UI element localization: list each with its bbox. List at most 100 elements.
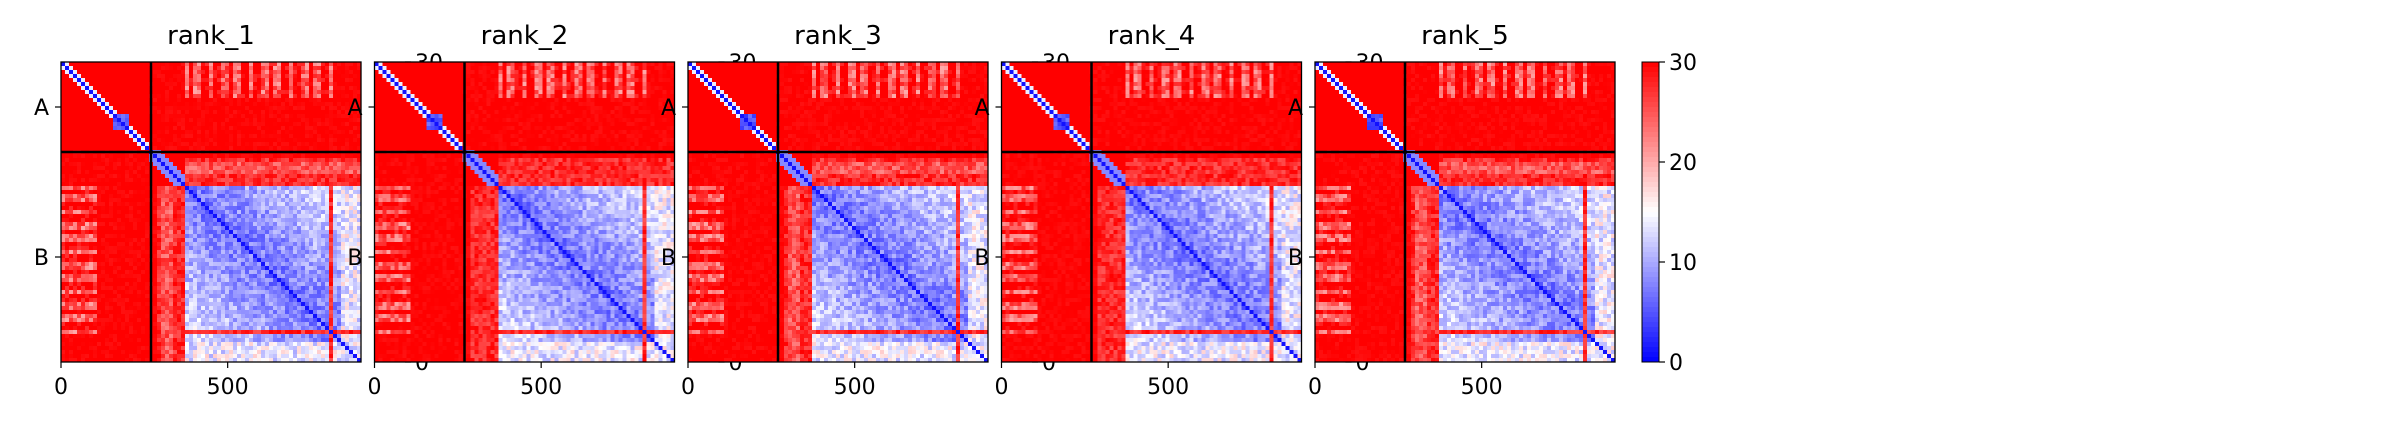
heatmap-cell: [85, 74, 90, 79]
heatmap-cell: [293, 130, 298, 135]
heatmap-cell: [221, 178, 226, 183]
heatmap-cell: [153, 122, 158, 127]
heatmap-cell: [89, 178, 94, 183]
heatmap-cell: [181, 94, 186, 99]
heatmap-cell: [105, 282, 110, 287]
heatmap-cell: [337, 102, 342, 107]
heatmap-cell: [205, 242, 210, 247]
heatmap-cell: [173, 274, 178, 279]
heatmap-cell: [161, 214, 166, 219]
heatmap-cell: [245, 106, 250, 111]
heatmap-cell: [161, 190, 166, 195]
heatmap-cell: [245, 78, 250, 83]
heatmap-cell: [201, 182, 206, 187]
heatmap-cell: [145, 234, 150, 239]
heatmap-cell: [213, 106, 218, 111]
heatmap-cell: [93, 126, 98, 131]
heatmap-cell: [269, 322, 274, 327]
heatmap-cell: [193, 226, 198, 231]
heatmap-cell: [157, 278, 162, 283]
heatmap-cell: [285, 210, 290, 215]
heatmap-cell: [85, 178, 90, 183]
heatmap-cell: [93, 306, 98, 311]
heatmap-cell: [101, 294, 106, 299]
heatmap-cell: [101, 146, 106, 151]
heatmap-cell: [125, 246, 130, 251]
heatmap-cell: [213, 66, 218, 71]
heatmap-cell: [305, 282, 310, 287]
heatmap-cell: [349, 114, 354, 119]
heatmap-cell: [337, 266, 342, 271]
heatmap-cell: [133, 74, 138, 79]
heatmap-cell: [181, 102, 186, 107]
heatmap-cell: [277, 218, 282, 223]
heatmap-cell: [345, 322, 350, 327]
heatmap-cell: [329, 98, 334, 103]
heatmap-cell: [277, 122, 282, 127]
heatmap-cell: [65, 278, 70, 283]
heatmap-cell: [209, 166, 214, 171]
heatmap-cell: [101, 90, 106, 95]
heatmap-cell: [61, 290, 66, 295]
heatmap-cell: [305, 118, 310, 123]
heatmap-cell: [353, 146, 358, 151]
heatmap-cell: [169, 146, 174, 151]
heatmap-cell: [101, 162, 106, 167]
heatmap-cell: [285, 278, 290, 283]
heatmap-cell: [297, 210, 302, 215]
heatmap-cell: [121, 230, 126, 235]
heatmap-cell: [229, 242, 234, 247]
heatmap-cell: [349, 322, 354, 327]
heatmap-cell: [97, 250, 102, 255]
heatmap-cell: [73, 190, 78, 195]
heatmap-cell: [317, 314, 322, 319]
heatmap-cell: [213, 210, 218, 215]
heatmap-cell: [193, 210, 198, 215]
heatmap-cell: [229, 230, 234, 235]
heatmap-cell: [321, 206, 326, 211]
heatmap-cell: [217, 114, 222, 119]
heatmap-cell: [129, 90, 134, 95]
heatmap-cell: [353, 226, 358, 231]
heatmap-cell: [201, 234, 206, 239]
heatmap-cell: [197, 262, 202, 267]
heatmap-cell: [293, 270, 298, 275]
heatmap-cell: [81, 226, 86, 231]
heatmap-cell: [61, 218, 66, 223]
heatmap-cell: [309, 130, 314, 135]
heatmap-cell: [221, 246, 226, 251]
heatmap-cell: [281, 238, 286, 243]
heatmap-cell: [101, 182, 106, 187]
heatmap-cell: [285, 186, 290, 191]
heatmap-cell: [69, 130, 74, 135]
heatmap-cell: [305, 90, 310, 95]
heatmap-cell: [237, 290, 242, 295]
heatmap-cell: [249, 106, 254, 111]
heatmap-cell: [61, 258, 66, 263]
heatmap-cell: [65, 166, 70, 171]
heatmap-cell: [105, 322, 110, 327]
heatmap-cell: [85, 326, 90, 331]
heatmap-cell: [169, 326, 174, 331]
heatmap-cell: [61, 294, 66, 299]
heatmap-cell: [337, 254, 342, 259]
heatmap-cell: [317, 174, 322, 179]
heatmap-cell: [185, 230, 190, 235]
heatmap-cell: [213, 318, 218, 323]
heatmap-cell: [297, 110, 302, 115]
heatmap-cell: [269, 194, 274, 199]
heatmap-cell: [209, 66, 214, 71]
heatmap-cell: [353, 114, 358, 119]
heatmap-cell: [233, 138, 238, 143]
heatmap-cell: [189, 178, 194, 183]
heatmap-cell: [137, 142, 142, 147]
heatmap-cell: [225, 306, 230, 311]
heatmap-cell: [89, 134, 94, 139]
heatmap-cell: [97, 318, 102, 323]
heatmap-cell: [217, 314, 222, 319]
heatmap-cell: [177, 82, 182, 87]
heatmap-cell: [317, 250, 322, 255]
heatmap-cell: [301, 86, 306, 91]
heatmap-cell: [237, 286, 242, 291]
heatmap-cell: [161, 326, 166, 331]
